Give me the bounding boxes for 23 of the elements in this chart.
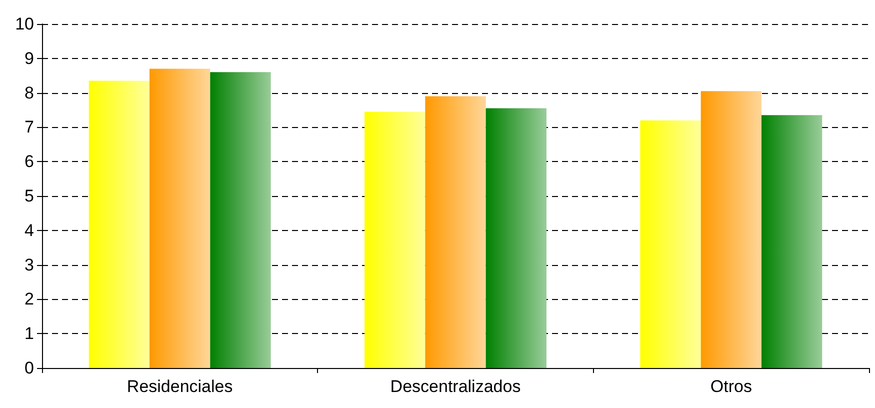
y-tick-label: 0 bbox=[24, 358, 34, 378]
y-tick-label: 9 bbox=[24, 48, 34, 68]
bar bbox=[210, 72, 271, 368]
x-tick-label: Descentralizados bbox=[390, 377, 521, 396]
bar bbox=[425, 96, 486, 368]
y-tick-label: 5 bbox=[24, 186, 34, 206]
bar bbox=[700, 91, 762, 368]
y-tick-label: 7 bbox=[24, 118, 34, 137]
bar bbox=[486, 108, 546, 368]
y-tick-label: 1 bbox=[24, 324, 34, 344]
y-tick-label: 3 bbox=[24, 255, 34, 274]
bar bbox=[640, 120, 701, 368]
y-tick-label: 10 bbox=[15, 14, 34, 34]
y-tick-label: 2 bbox=[24, 290, 34, 309]
x-tick-label: Residenciales bbox=[126, 377, 233, 396]
y-tick-label: 6 bbox=[24, 152, 34, 172]
bar bbox=[88, 80, 150, 368]
bar bbox=[364, 112, 426, 368]
bar bbox=[761, 115, 822, 368]
y-tick-label: 8 bbox=[24, 83, 34, 102]
bar bbox=[150, 68, 210, 368]
x-tick-label: Otros bbox=[710, 377, 752, 396]
y-tick-label: 4 bbox=[24, 220, 34, 240]
